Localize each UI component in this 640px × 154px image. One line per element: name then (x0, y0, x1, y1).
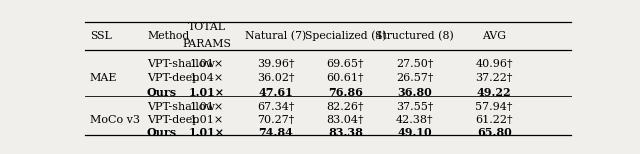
Text: 37.55†: 37.55† (396, 102, 433, 112)
Text: Natural (7): Natural (7) (245, 30, 307, 41)
Text: 49.22: 49.22 (477, 87, 511, 98)
Text: 82.26†: 82.26† (326, 102, 364, 112)
Text: 83.38: 83.38 (328, 127, 363, 138)
Text: 1.01×: 1.01× (189, 102, 223, 112)
Text: 47.61: 47.61 (259, 87, 293, 98)
Text: 60.61†: 60.61† (326, 73, 364, 83)
Text: 69.65†: 69.65† (326, 59, 364, 69)
Text: 40.96†: 40.96† (476, 59, 513, 69)
Text: Specialized (4): Specialized (4) (305, 30, 386, 41)
Text: AVG: AVG (482, 31, 506, 41)
Text: 67.34†: 67.34† (257, 102, 294, 112)
Text: VPT-deep: VPT-deep (147, 73, 199, 83)
Text: 61.22†: 61.22† (476, 115, 513, 125)
Text: 27.50†: 27.50† (396, 59, 433, 69)
Text: 42.38†: 42.38† (396, 115, 433, 125)
Text: 83.04†: 83.04† (326, 115, 364, 125)
Text: VPT-shallow: VPT-shallow (147, 59, 215, 69)
Text: VPT-shallow: VPT-shallow (147, 102, 215, 112)
Text: 1.01×: 1.01× (188, 87, 225, 98)
Text: 57.94†: 57.94† (476, 102, 513, 112)
Text: 37.22†: 37.22† (476, 73, 513, 83)
Text: 76.86: 76.86 (328, 87, 363, 98)
Text: 49.10: 49.10 (397, 127, 432, 138)
Text: 1.01×: 1.01× (189, 59, 223, 69)
Text: 1.01×: 1.01× (188, 127, 225, 138)
Text: SSL: SSL (90, 31, 111, 41)
Text: 36.80: 36.80 (397, 87, 432, 98)
Text: Structured (8): Structured (8) (376, 30, 454, 41)
Text: 74.84: 74.84 (259, 127, 293, 138)
Text: MoCo v3: MoCo v3 (90, 115, 140, 125)
Text: 36.02†: 36.02† (257, 73, 294, 83)
Text: PARAMS: PARAMS (182, 39, 231, 49)
Text: 1.04×: 1.04× (189, 73, 223, 83)
Text: VPT-deep: VPT-deep (147, 115, 199, 125)
Text: 65.80: 65.80 (477, 127, 511, 138)
Text: 39.96†: 39.96† (257, 59, 294, 69)
Text: 70.27†: 70.27† (257, 115, 294, 125)
Text: Ours: Ours (147, 87, 177, 98)
Text: TOTAL: TOTAL (188, 22, 225, 32)
Text: 1.01×: 1.01× (189, 115, 223, 125)
Text: Method: Method (147, 31, 189, 41)
Text: Ours: Ours (147, 127, 177, 138)
Text: 26.57†: 26.57† (396, 73, 433, 83)
Text: MAE: MAE (90, 73, 117, 83)
